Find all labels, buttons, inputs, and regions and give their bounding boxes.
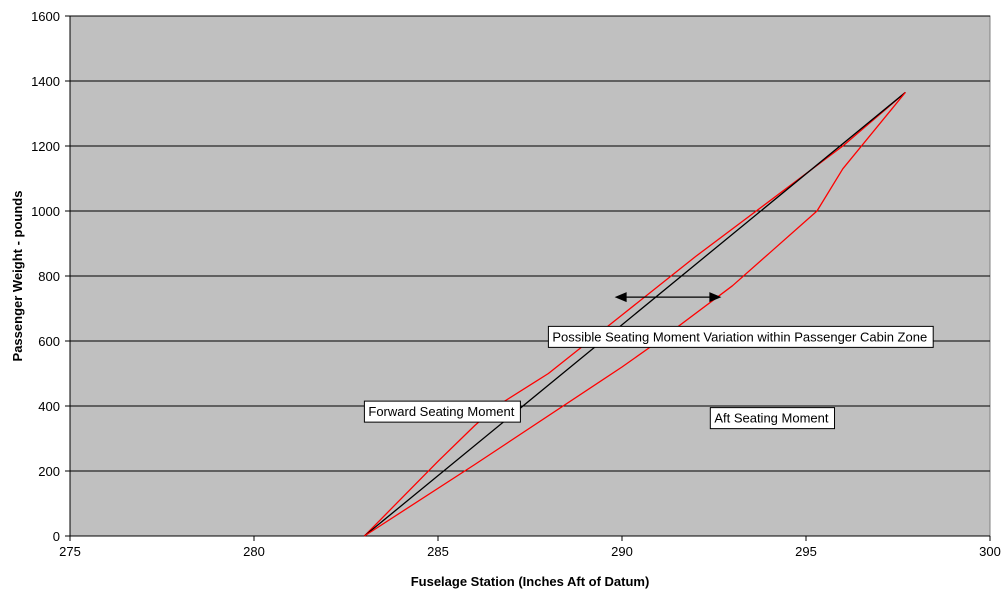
x-tick-label: 280	[243, 544, 265, 559]
annotations: Possible Seating Moment Variation within…	[363, 325, 934, 430]
annotation-box	[709, 407, 836, 430]
x-tick-label: 275	[59, 544, 81, 559]
y-axis-ticks: 0 200 400 600 800 1000 1200 1400 1600	[31, 9, 71, 544]
y-tick-label: 0	[53, 529, 60, 544]
annotation-text: Possible Seating Moment Variation within…	[552, 329, 927, 344]
x-axis-ticks: 275 280 285 290 295 300	[59, 535, 1001, 559]
arrow-head-right	[709, 292, 722, 303]
y-tick-label: 200	[38, 464, 60, 479]
y-tick-label: 800	[38, 269, 60, 284]
y-axis-title: Passenger Weight - pounds	[10, 191, 25, 362]
x-tick-label: 285	[427, 544, 449, 559]
x-tick-label: 290	[611, 544, 633, 559]
x-tick-label: 295	[795, 544, 817, 559]
y-tick-label: 1200	[31, 139, 60, 154]
y-tick-label: 1600	[31, 9, 60, 24]
annotation-1: Possible Seating Moment Variation within…	[547, 325, 934, 348]
annotation-2: Forward Seating Moment	[363, 400, 521, 423]
series-line-2	[363, 91, 906, 537]
y-tick-label: 400	[38, 399, 60, 414]
x-axis-title: Fuselage Station (Inches Aft of Datum)	[411, 574, 650, 589]
y-tick-label: 1400	[31, 74, 60, 89]
arrow-head-left	[614, 292, 627, 303]
annotation-text: Aft Seating Moment	[714, 411, 829, 426]
y-tick-label: 1000	[31, 204, 60, 219]
variation-arrow	[614, 292, 722, 303]
annotation-3: Aft Seating Moment	[709, 407, 836, 430]
series-line-3	[364, 91, 906, 537]
annotation-box	[363, 400, 521, 423]
y-tick-label: 600	[38, 334, 60, 349]
annotation-text: Forward Seating Moment	[368, 404, 514, 419]
annotation-box	[547, 325, 934, 348]
x-tick-label: 300	[979, 544, 1001, 559]
